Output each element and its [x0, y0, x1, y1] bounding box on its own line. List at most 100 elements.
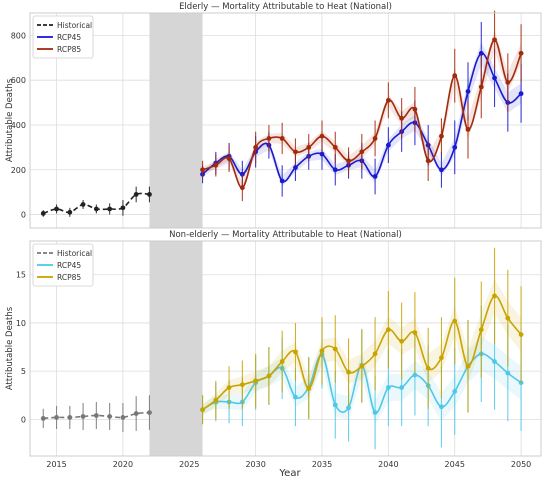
legend-label: Historical	[57, 249, 92, 258]
x-tick-label: 2045	[445, 460, 465, 469]
data-point	[293, 165, 298, 170]
data-point	[505, 80, 511, 85]
y-tick-label: 0	[21, 211, 26, 220]
elderly-panel: 0 200 400 600 800 Elderly — Mortality Attribu…	[5, 2, 542, 229]
data-point	[492, 75, 497, 81]
y-tick-label: 800	[11, 31, 26, 40]
data-point	[346, 369, 351, 375]
data-point	[439, 167, 444, 173]
data-point	[319, 151, 325, 157]
y-axis-label: Attributable Deaths	[5, 78, 15, 162]
data-point	[372, 351, 378, 357]
panel-title: Non-elderly — Mortality Attributable to …	[169, 230, 402, 240]
data-point	[505, 370, 511, 376]
y-tick-label: 400	[11, 121, 26, 130]
plot-area	[30, 13, 541, 228]
data-point	[80, 202, 86, 207]
legend: Historical RCP45 RCP85	[32, 15, 94, 59]
legend-label: RCP85	[57, 273, 81, 282]
data-point	[465, 88, 471, 94]
data-point	[226, 385, 232, 390]
data-point	[200, 167, 205, 173]
data-point	[200, 407, 205, 413]
y-axis-label: Attributable Deaths	[5, 306, 15, 390]
data-point	[412, 372, 418, 378]
data-point	[399, 115, 405, 121]
data-point	[385, 385, 391, 390]
data-point	[439, 404, 444, 410]
legend: Historical RCP45 RCP85	[32, 243, 94, 287]
data-point	[253, 378, 259, 384]
y-tick-label: 600	[11, 76, 26, 85]
data-point	[133, 192, 139, 197]
data-point	[518, 50, 524, 56]
data-point	[346, 158, 351, 164]
series-historical	[40, 395, 152, 432]
data-point	[452, 389, 458, 394]
data-point	[385, 142, 391, 148]
data-point	[54, 206, 59, 212]
data-point	[253, 144, 259, 150]
data-point	[332, 402, 338, 408]
confidence-band	[202, 279, 522, 415]
data-point	[67, 415, 73, 420]
data-point	[399, 338, 405, 344]
data-point	[319, 348, 325, 354]
data-point	[492, 293, 497, 299]
x-tick-label: 2015	[46, 460, 66, 469]
y-tick-label: 0	[21, 415, 26, 424]
data-point	[93, 413, 99, 418]
data-point	[372, 136, 378, 141]
data-point	[40, 415, 46, 421]
data-point	[399, 385, 405, 390]
data-point	[518, 91, 524, 97]
y-tick-label: 200	[11, 166, 26, 175]
data-point	[439, 355, 444, 361]
data-point	[465, 127, 471, 132]
data-point	[319, 133, 325, 139]
data-point	[293, 149, 298, 155]
x-tick-label: 2030	[245, 460, 265, 469]
data-point	[425, 158, 431, 164]
x-tick-label: 2020	[113, 460, 133, 469]
data-point	[452, 318, 458, 324]
x-tick-label: 2035	[312, 460, 332, 469]
panel-title: Elderly — Mortality Attributable to Heat…	[179, 2, 392, 12]
legend-label: Historical	[57, 21, 92, 30]
data-point	[439, 133, 444, 139]
data-point	[478, 327, 484, 333]
data-point	[346, 405, 351, 411]
data-point	[452, 144, 458, 150]
data-point	[54, 415, 59, 420]
shaded-gap-region	[149, 241, 203, 456]
data-point	[306, 386, 312, 391]
legend-label: RCP45	[57, 261, 81, 270]
legend-label: RCP85	[57, 45, 81, 54]
data-point	[67, 209, 73, 215]
series-rcp85	[200, 10, 524, 202]
shaded-gap-region	[149, 13, 203, 228]
data-point	[279, 359, 285, 364]
data-point	[147, 192, 152, 197]
data-point	[332, 144, 338, 150]
data-point	[40, 211, 46, 216]
x-tick-label: 2040	[378, 460, 398, 469]
data-point	[425, 365, 431, 371]
data-point	[385, 327, 391, 333]
data-point	[93, 206, 99, 212]
plot-frame	[29, 12, 542, 229]
data-point	[107, 414, 113, 419]
data-point	[279, 178, 285, 184]
data-point	[293, 349, 298, 355]
data-point	[332, 167, 338, 173]
data-point	[293, 394, 298, 400]
x-axis-label: Year	[278, 468, 301, 479]
data-point	[147, 410, 152, 416]
plot-frame	[29, 240, 542, 457]
data-point	[412, 330, 418, 335]
data-point	[492, 359, 497, 364]
data-point	[239, 382, 245, 388]
data-point	[385, 97, 391, 103]
data-point	[372, 174, 378, 179]
